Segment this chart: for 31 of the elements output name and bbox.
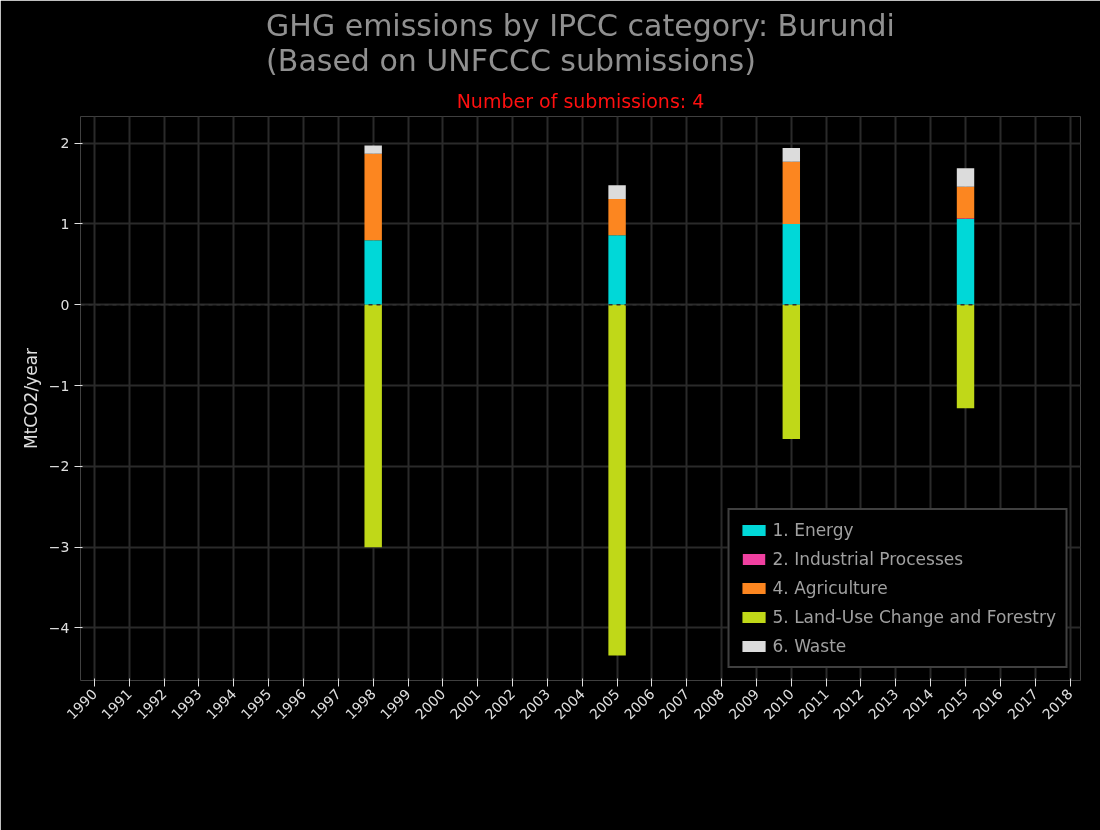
bar [608,198,626,236]
bar [364,153,382,241]
bar [364,304,382,548]
legend-label: 5. Land-Use Change and Forestry [772,607,1056,627]
bar [782,223,801,305]
bar [956,304,975,409]
y-tick-label: −1 [48,377,70,394]
bar [364,240,382,305]
bar [956,219,975,305]
legend-label: 6. Waste [772,636,847,656]
bar [956,168,975,187]
y-tick-label: 2 [60,135,70,152]
y-tick-label: 0 [60,296,70,313]
bar [782,161,801,224]
bar [782,304,801,439]
legend-label: 2. Industrial Processes [772,549,964,569]
bar [364,145,382,154]
bar [956,186,975,219]
y-tick-label: 1 [60,215,70,232]
chart-subtitle: Number of submissions: 4 [456,89,705,112]
bar [608,235,626,305]
bar [782,148,801,162]
bar [608,185,626,199]
y-tick-label: −2 [48,458,70,475]
y-tick-label: −4 [48,619,70,636]
chart-title: GHG emissions by IPCC category: Burundi (Based on UNFCCC submissions) [266,7,895,78]
bar [608,304,626,656]
legend-label: 1. Energy [772,520,854,540]
y-axis-title: MtCO2/year [20,347,41,450]
y-tick-label: −3 [48,539,70,556]
legend-label: 4. Agriculture [772,578,888,598]
